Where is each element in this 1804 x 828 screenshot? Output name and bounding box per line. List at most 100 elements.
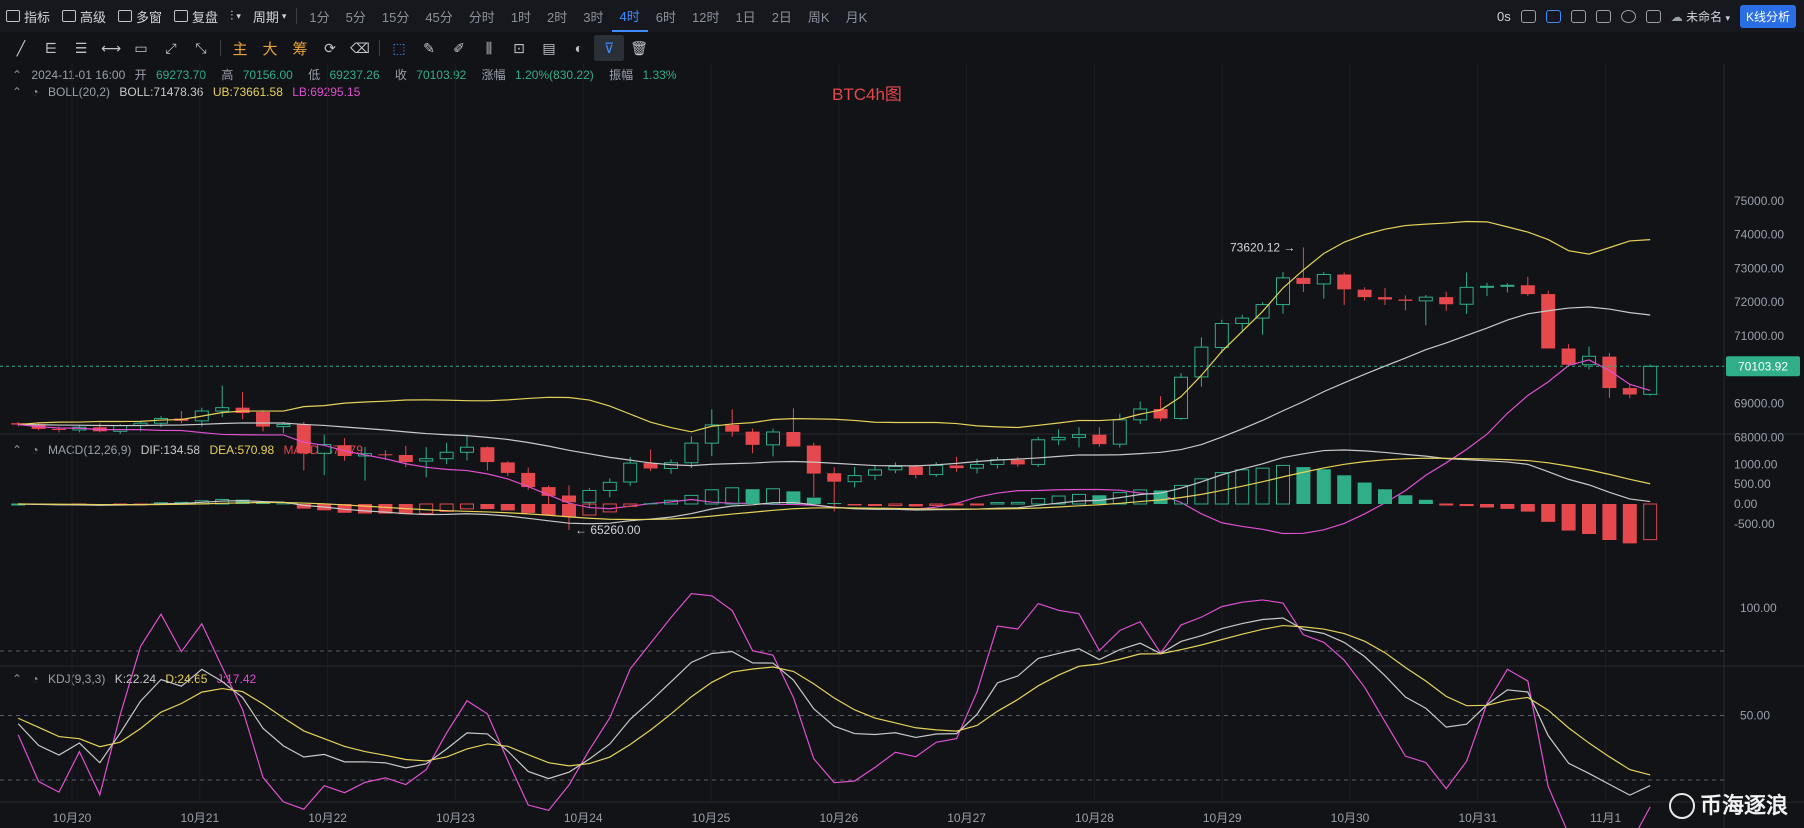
large-order-tool[interactable]: 大 [262,40,278,58]
ruler-icon[interactable]: ✎ [423,39,435,56]
macd-histogram-bar [1296,467,1311,504]
date-tick-label: 11月1 [1590,811,1621,825]
candle-body [847,475,862,483]
eraser-icon[interactable]: ⌫ [350,39,370,56]
price-tick-label: 73000.00 [1734,261,1784,275]
channel-tool-icon[interactable]: ☰ [74,39,88,56]
interval-tab[interactable]: 4时 [611,0,648,32]
macd-histogram-bar [786,491,801,504]
collapse-icon[interactable]: ⌃ [12,68,23,82]
kdj-d-line [17,624,1651,776]
candle-body [929,464,944,476]
bell-icon[interactable]: ◔ [31,85,39,99]
fullscreen-icon[interactable] [1645,9,1661,23]
chevron-down-icon: ▾ [1725,12,1730,23]
kdj-name[interactable]: KDJ(9,3,3) [48,672,106,686]
main-force-tool[interactable]: 主 [232,40,248,58]
replay-button[interactable]: 复盘 [168,0,224,32]
multi-window-button[interactable]: 多窗 [112,0,168,32]
magnet-icon[interactable]: ⟳ [324,39,336,56]
chart-canvas[interactable]: 68000.0069000.0070000.0071000.0072000.00… [0,64,1804,828]
boll-name[interactable]: BOLL(20,2) [48,85,111,99]
advanced-button[interactable]: 高级 [56,0,112,32]
date-tick-label: 10月31 [1458,811,1497,825]
rectangle-tool-icon[interactable]: ▭ [134,39,148,56]
interval-tab[interactable]: 45分 [425,9,453,25]
interval-tab[interactable]: 月K [845,9,868,25]
lock-icon[interactable]: ⊡ [513,39,525,56]
candle-body [766,431,780,446]
bell-icon[interactable]: ◔ [31,443,39,457]
macd-tick-label: 0.00 [1734,497,1758,511]
filter-icon[interactable]: ⊽ [594,35,624,61]
settings-icon[interactable] [1620,9,1636,23]
chart-type-button[interactable]: ⫶ ▾ [224,0,247,32]
layout-name-dropdown[interactable]: ☁ 未命名 ▾ [1671,8,1730,25]
candles-icon[interactable]: ⫼ [485,39,493,56]
interval-tab[interactable]: 分时 [468,9,495,25]
pen-icon[interactable] [1545,9,1561,23]
kdj-j-line [17,592,1651,828]
candle-body [1051,436,1066,441]
price-range-tool-icon[interactable]: ⤡ [195,39,207,56]
note-icon[interactable] [1570,9,1586,23]
period-dropdown[interactable]: 周期 ▾ [247,0,293,32]
select-icon[interactable]: ⬚ [392,39,406,56]
macd-histogram-bar [235,499,250,504]
kdj-d: D:24.65 [165,672,208,686]
candle-body [1378,297,1392,300]
interval-tab[interactable]: 15分 [381,9,410,25]
last-price-label: 70103.92 [1738,359,1788,373]
date-tick-label: 10月24 [564,811,603,825]
hline-tool-icon[interactable]: ⋿ [44,39,58,56]
macd-histogram-bar [378,504,393,514]
divider [220,40,221,56]
visibility-icon[interactable]: ◐ [574,40,584,56]
legend-high: 高 70156.00 [221,68,293,82]
candle-body [317,443,332,454]
undo-icon[interactable] [1595,9,1611,23]
text-icon[interactable]: ▤ [542,39,556,56]
collapse-icon[interactable]: ⌃ [12,443,23,457]
camera-icon[interactable] [1520,9,1536,23]
candle-body [908,466,923,475]
interval-tab[interactable]: 12时 [691,9,720,25]
interval-tab[interactable]: 3时 [583,9,604,25]
interval-tab[interactable]: 6时 [655,9,676,25]
interval-tab[interactable]: 1时 [510,9,532,25]
interval-tab[interactable]: 1日 [735,9,756,25]
interval-tab[interactable]: 2日 [771,9,792,25]
macd-tick-label: -500.00 [1734,517,1775,531]
interval-tabs: 1分 5分 15分 45分 分时 1时 2时 3时 4时 6时 12时 1日 2日 周K 月K [301,0,875,32]
candle-body [602,481,617,491]
interval-tab[interactable]: 2时 [547,9,568,25]
brush-icon[interactable]: ✐ [453,39,465,56]
ray-tool-icon[interactable]: ⟷ [100,39,122,56]
trendline-tool-icon[interactable]: ╱ [16,39,26,56]
collapse-icon[interactable]: ⌃ [12,672,23,686]
candle-body [1153,409,1168,419]
interval-tab[interactable]: 周K [807,9,830,25]
candle-icon: ⫶ [230,8,234,23]
chart-title-note: BTC4h图 [832,85,902,104]
macd-tick-label: 1000.00 [1734,457,1778,471]
trash-icon[interactable]: 🗑 [630,39,648,56]
macd-histogram-bar [1459,504,1474,507]
collapse-icon[interactable]: ⌃ [12,85,23,99]
date-tick-label: 10月20 [53,811,92,825]
kline-analysis-button[interactable]: K线分析 [1739,4,1796,28]
macd-histogram-bar [1439,503,1454,506]
macd-histogram-bar [1561,504,1576,531]
macd-histogram-bar [1500,504,1515,509]
macd-name[interactable]: MACD(12,26,9) [48,443,132,457]
interval-tab[interactable]: 1分 [309,9,330,25]
macd-histogram-bar [500,504,515,511]
indicator-button[interactable]: 指标 [0,0,56,32]
bell-icon[interactable]: ◔ [31,672,39,686]
chips-tool[interactable]: 筹 [292,40,308,58]
candle-body [1031,439,1046,465]
interval-tab[interactable]: 5分 [345,9,366,25]
candle-body [786,431,801,447]
fib-tool-icon[interactable]: ⤢ [165,39,177,56]
boll-legend: ⌃ ◔ BOLL(20,2) BOLL:71478.36 UB:73661.58… [12,85,366,99]
